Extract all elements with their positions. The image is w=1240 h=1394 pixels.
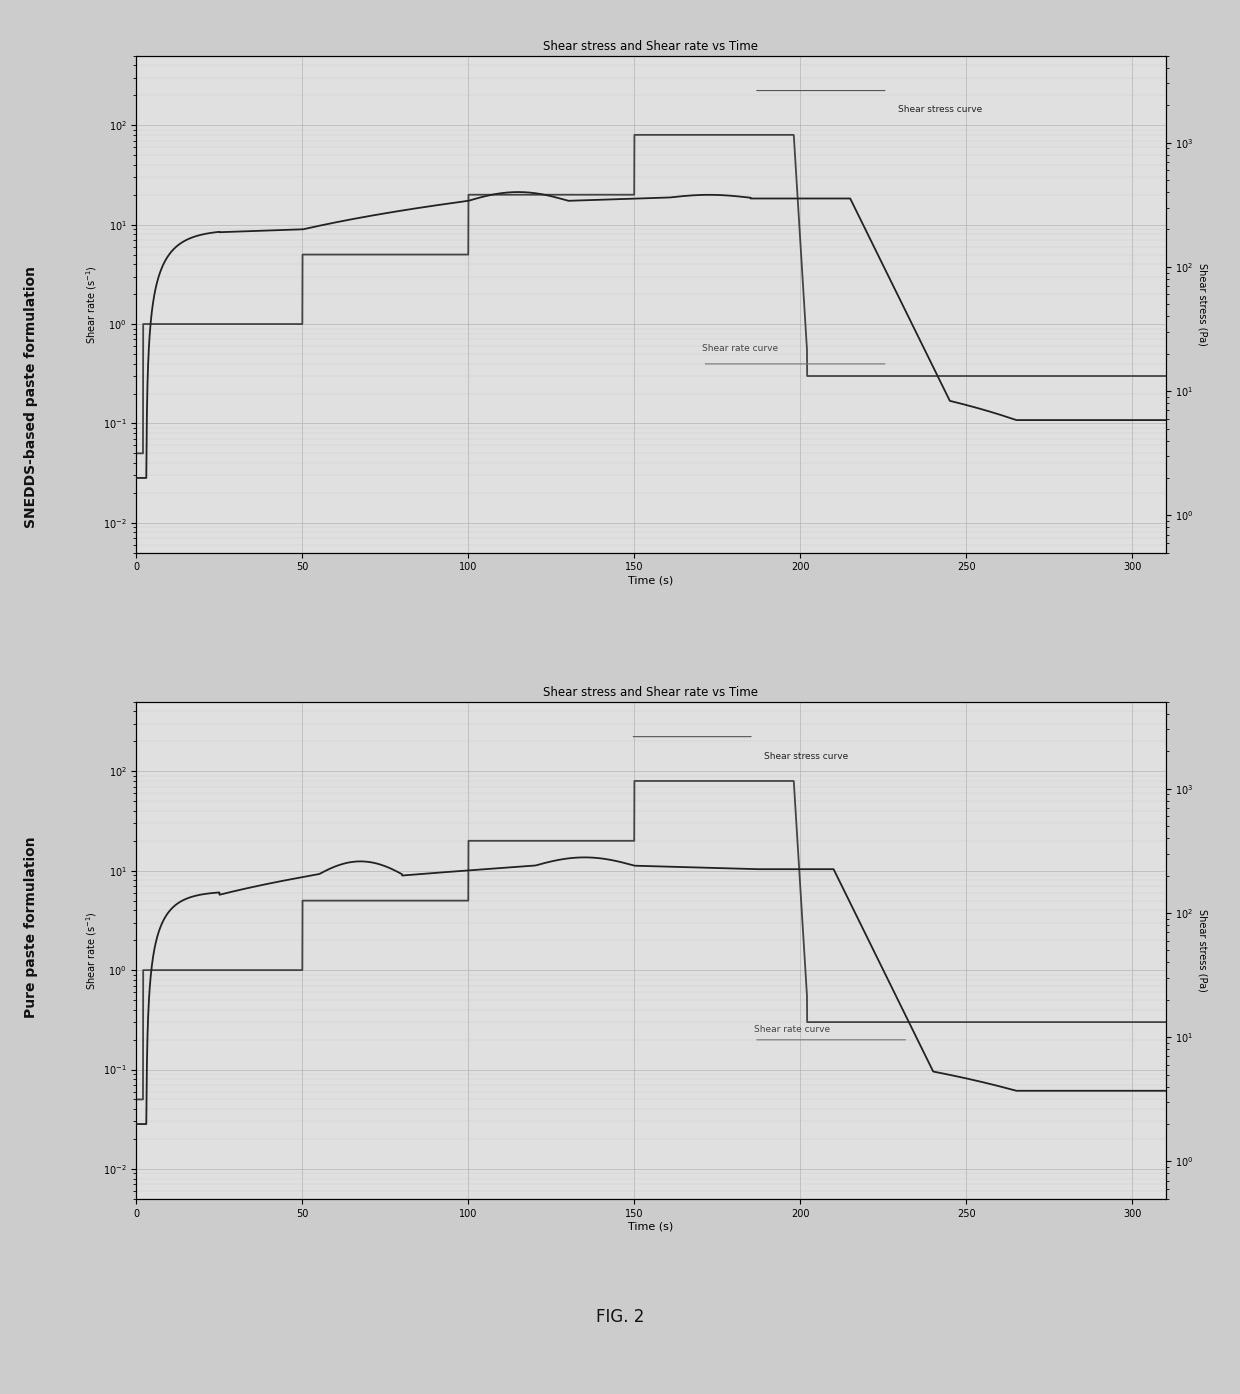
Y-axis label: Shear rate (s$^{-1}$): Shear rate (s$^{-1}$) bbox=[84, 265, 99, 343]
Y-axis label: Shear stress (Pa): Shear stress (Pa) bbox=[1198, 263, 1208, 346]
Y-axis label: Shear rate (s$^{-1}$): Shear rate (s$^{-1}$) bbox=[84, 912, 99, 990]
Text: Pure paste formulation: Pure paste formulation bbox=[24, 836, 38, 1018]
X-axis label: Time (s): Time (s) bbox=[629, 576, 673, 585]
Text: FIG. 2: FIG. 2 bbox=[595, 1309, 645, 1326]
Text: Shear stress curve: Shear stress curve bbox=[764, 751, 848, 761]
Title: Shear stress and Shear rate vs Time: Shear stress and Shear rate vs Time bbox=[543, 686, 759, 700]
Title: Shear stress and Shear rate vs Time: Shear stress and Shear rate vs Time bbox=[543, 40, 759, 53]
Text: SNEDDS-based paste formulation: SNEDDS-based paste formulation bbox=[24, 266, 38, 528]
Y-axis label: Shear stress (Pa): Shear stress (Pa) bbox=[1198, 909, 1208, 991]
Text: Shear rate curve: Shear rate curve bbox=[702, 344, 779, 353]
X-axis label: Time (s): Time (s) bbox=[629, 1221, 673, 1231]
Text: Shear stress curve: Shear stress curve bbox=[898, 106, 982, 114]
Text: Shear rate curve: Shear rate curve bbox=[754, 1025, 830, 1034]
